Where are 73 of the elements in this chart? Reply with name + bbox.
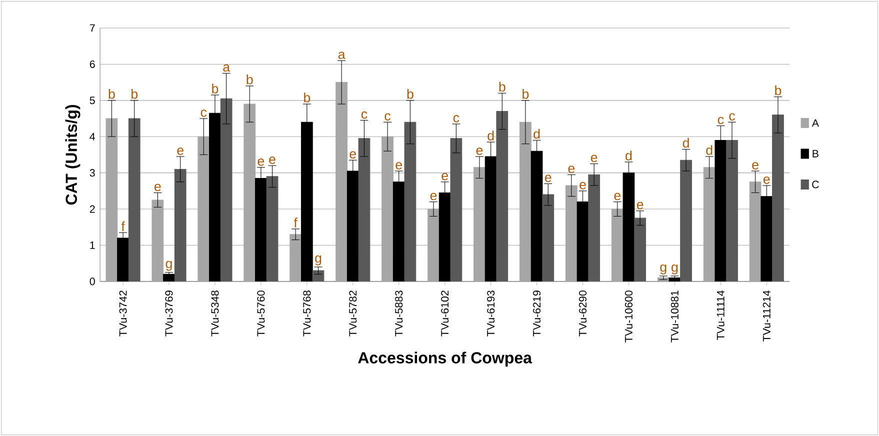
x-axis-title: Accessions of Cowpea bbox=[358, 352, 532, 367]
x-tick-label: TVu-3742 bbox=[119, 290, 127, 336]
annotation: b bbox=[304, 92, 310, 102]
y-tick-label: 1 bbox=[90, 241, 95, 249]
y-tick-label: 7 bbox=[90, 24, 95, 32]
annotation: e bbox=[269, 156, 276, 164]
x-tick-label: TVu-5348 bbox=[211, 290, 219, 336]
annotation: e bbox=[614, 192, 620, 200]
y-axis-title: CAT (Units/g) bbox=[65, 104, 80, 205]
annotation: e bbox=[442, 172, 448, 180]
annotation: c bbox=[729, 113, 735, 120]
y-tick-label: 4 bbox=[90, 132, 96, 140]
legend-label: A bbox=[812, 119, 819, 127]
annotation: e bbox=[590, 154, 598, 162]
x-tick-label: TVu-6219 bbox=[533, 290, 541, 336]
annotation: b bbox=[775, 85, 782, 96]
x-tick-label: TVu-5768 bbox=[303, 290, 311, 336]
y-tick-label: 2 bbox=[90, 205, 95, 213]
annotation: g bbox=[672, 264, 678, 274]
y-tick-label: 0 bbox=[90, 278, 95, 286]
annotation: c bbox=[718, 116, 724, 124]
annotation: e bbox=[580, 182, 586, 190]
annotation: b bbox=[522, 88, 529, 99]
x-tick-label: TVu-6193 bbox=[487, 290, 495, 336]
annotation: e bbox=[350, 151, 356, 158]
legend-label: B bbox=[812, 150, 818, 158]
annotation: b bbox=[212, 84, 218, 94]
annotation: f bbox=[121, 221, 125, 231]
annotation: d bbox=[706, 145, 712, 155]
annotation: g bbox=[166, 260, 172, 271]
x-tick-label: TVu-10600 bbox=[624, 290, 633, 342]
x-tick-label: TVu-6102 bbox=[441, 290, 449, 336]
annotation: b bbox=[132, 88, 138, 99]
annotation: g bbox=[660, 264, 666, 274]
annotation: d bbox=[488, 130, 494, 140]
annotation: e bbox=[568, 166, 575, 173]
annotation: b bbox=[246, 74, 253, 84]
annotation: e bbox=[154, 184, 161, 192]
annotation: b bbox=[407, 88, 414, 99]
annotation: e bbox=[636, 202, 644, 210]
x-tick-label: TVu-5782 bbox=[349, 290, 357, 336]
x-tick-label: TVu-10881 bbox=[670, 290, 678, 342]
annotation: c bbox=[384, 113, 391, 120]
annotation: c bbox=[453, 114, 460, 122]
annotation: a bbox=[223, 64, 230, 72]
annotation: c bbox=[361, 111, 368, 119]
legend-label: C bbox=[812, 180, 819, 188]
annotation: b bbox=[499, 82, 506, 92]
x-tick-label: TVu-11214 bbox=[762, 290, 770, 342]
annotation: a bbox=[338, 52, 346, 59]
annotation: e bbox=[177, 148, 184, 155]
annotation: e bbox=[258, 158, 264, 166]
annotation: e bbox=[430, 192, 437, 200]
annotation: f bbox=[294, 218, 298, 228]
annotation: d bbox=[534, 128, 540, 139]
x-tick-label: TVu-11114 bbox=[716, 290, 724, 340]
annotation: g bbox=[315, 255, 322, 266]
annotation: c bbox=[200, 110, 207, 117]
x-tick-label: TVu-5883 bbox=[395, 290, 403, 336]
annotation: e bbox=[544, 174, 552, 182]
x-tick-label: TVu-6290 bbox=[578, 290, 587, 336]
annotation: d bbox=[682, 138, 689, 148]
x-tick-label: TVu-3769 bbox=[165, 290, 173, 336]
annotation: d bbox=[626, 150, 632, 160]
annotation: e bbox=[752, 162, 758, 170]
annotation: e bbox=[476, 148, 483, 155]
y-tick-label: 5 bbox=[90, 96, 95, 104]
y-tick-label: 3 bbox=[90, 168, 95, 177]
annotation: e bbox=[396, 162, 402, 170]
y-tick-label: 6 bbox=[90, 60, 95, 68]
annotation: e bbox=[764, 176, 770, 184]
x-tick-label: TVu-5760 bbox=[257, 290, 265, 336]
annotation: b bbox=[108, 88, 115, 99]
